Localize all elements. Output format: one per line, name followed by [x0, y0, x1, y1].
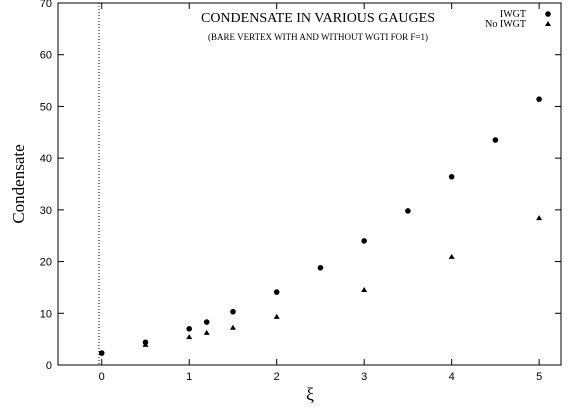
point [536, 96, 542, 102]
x-axis-label: ξ [306, 384, 314, 404]
y-tick-label: 40 [40, 153, 52, 165]
y-tick-label: 0 [46, 360, 52, 372]
x-tick-label: 4 [449, 371, 455, 383]
legend-marker [545, 11, 551, 17]
legend-marker [545, 21, 551, 26]
point [317, 264, 324, 271]
point [361, 238, 367, 244]
point [230, 308, 236, 315]
legend-label: No IWGT [485, 19, 526, 30]
x-tick-label: 5 [536, 371, 542, 383]
x-tick-label: 3 [361, 371, 367, 383]
point [536, 215, 543, 221]
x-tick-label: 2 [274, 371, 280, 383]
point [142, 341, 149, 347]
point [448, 253, 455, 259]
x-tick-label: 1 [186, 371, 192, 383]
chart-subtitle: (BARE VERTEX WITH AND WITHOUT WGTI FOR F… [208, 32, 428, 42]
y-tick-label: 30 [40, 205, 52, 217]
point [492, 137, 499, 143]
point [186, 326, 193, 332]
point [448, 173, 455, 180]
y-tick-label: 60 [40, 50, 52, 62]
point [98, 350, 105, 356]
x-tick-label: 0 [99, 371, 105, 383]
chart-title: CONDENSATE IN VARIOUS GAUGES [201, 11, 435, 26]
plot-frame [57, 2, 562, 366]
y-tick-label: 70 [40, 0, 52, 10]
point [186, 334, 193, 340]
point [203, 319, 210, 325]
legend-label: IWGT [500, 9, 526, 20]
point [273, 313, 280, 319]
point [273, 289, 280, 295]
y-axis-label: Condensate [9, 144, 28, 223]
point [361, 287, 368, 293]
y-tick-label: 10 [40, 308, 52, 320]
y-tick-label: 50 [40, 101, 52, 113]
point [405, 208, 411, 214]
point [203, 329, 210, 335]
point [229, 324, 236, 330]
y-tick-label: 20 [40, 257, 52, 269]
